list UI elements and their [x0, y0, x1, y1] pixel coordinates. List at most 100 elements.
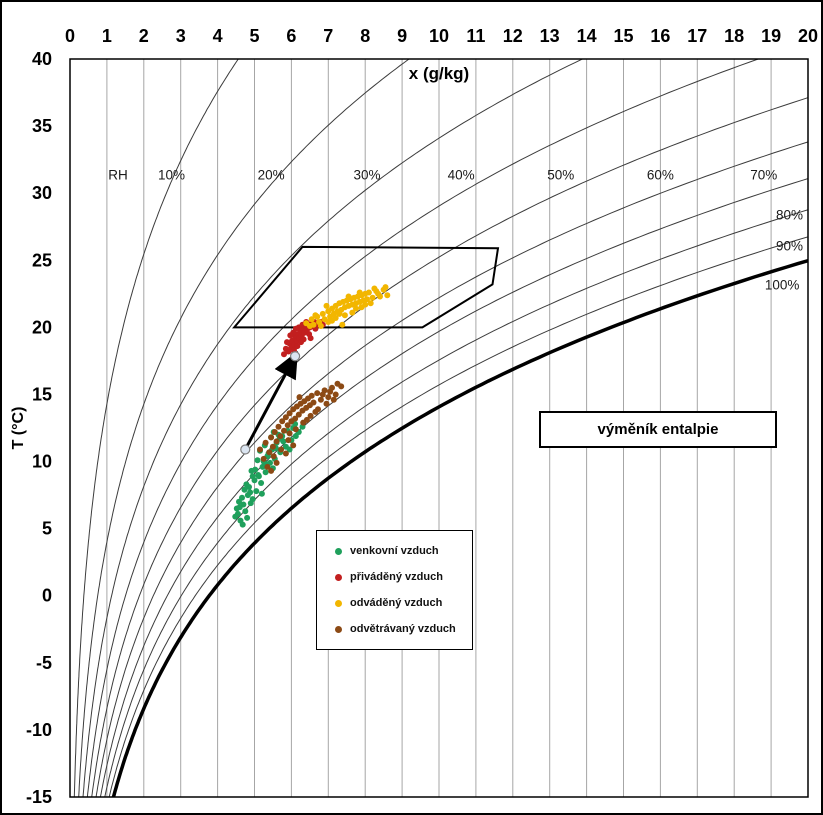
data-point [249, 496, 256, 503]
data-point [330, 396, 337, 403]
data-point [310, 399, 317, 406]
data-point [286, 410, 293, 417]
data-point [292, 426, 299, 433]
data-point [292, 433, 299, 440]
saturation-curve [111, 258, 808, 797]
y-tick-labels: 40 35 30 25 20 15 10 5 0 -5 -10 -15 [26, 49, 52, 807]
rh-curve-30 [82, 59, 583, 797]
data-point [308, 316, 315, 323]
data-point [262, 469, 269, 476]
data-point [258, 480, 265, 486]
data-point [232, 513, 239, 520]
data-point [317, 396, 324, 403]
legend-item-odvadeny: odváděný vzduch [335, 597, 464, 609]
rh-curve-20 [78, 59, 410, 797]
data-point [329, 317, 335, 324]
rh-label: 70% [750, 167, 777, 182]
data-point [334, 380, 341, 387]
data-point [375, 290, 382, 297]
x-tick-label: 2 [139, 26, 149, 46]
data-point [314, 390, 321, 397]
rh-curve-labels: RH 10% 20% 30% 40% 50% 60% 70% 80% 90% 100% [108, 167, 803, 292]
data-point [284, 422, 291, 429]
data-point [294, 343, 301, 350]
data-point [255, 473, 262, 480]
y-tick-label: 25 [32, 250, 52, 270]
data-point [284, 339, 290, 346]
data-point [341, 312, 348, 319]
data-point [273, 438, 280, 445]
x-tick-label: 16 [650, 26, 670, 46]
legend-item-venkovni: venkovní vzduch [335, 545, 464, 557]
data-point [353, 305, 359, 312]
data-point [336, 310, 343, 317]
x-tick-label: 3 [176, 26, 186, 46]
data-point [257, 446, 263, 453]
x-tick-label: 14 [577, 26, 597, 46]
data-point [295, 411, 302, 418]
y-tick-label: 20 [32, 317, 52, 337]
data-point [365, 289, 372, 296]
data-point [325, 394, 332, 401]
rh-label: 80% [776, 208, 803, 223]
rh-label: 100% [765, 277, 800, 292]
y-tick-label: 30 [32, 183, 52, 203]
data-point [312, 408, 319, 415]
data-point [332, 391, 339, 398]
y-tick-label: 15 [32, 384, 52, 404]
arrow-line [243, 350, 298, 451]
legend-label-venkovni: venkovní vzduch [350, 545, 439, 557]
y-axis-title: T (°C) [10, 406, 27, 450]
legend-item-privadeny: přiváděný vzduch [335, 571, 464, 583]
legend-item-odvetravany: odvětrávaný vzduch [335, 623, 464, 635]
legend: venkovní vzduch přiváděný vzduch odváděn… [316, 530, 473, 650]
x-tick-label: 4 [213, 26, 223, 46]
x-tick-label: 9 [397, 26, 407, 46]
y-tick-label: -5 [36, 653, 52, 673]
data-point [278, 446, 285, 453]
legend-swatch-venkovni [335, 547, 342, 555]
x-tick-label: 11 [466, 26, 485, 46]
x-tick-label: 0 [65, 26, 75, 46]
x-tick-label: 15 [613, 26, 633, 46]
data-point [307, 412, 314, 419]
x-tick-label: 5 [249, 26, 259, 46]
x-tick-label: 1 [102, 26, 112, 46]
data-point [292, 415, 299, 422]
data-point [249, 473, 256, 480]
rh-curve-50 [91, 97, 808, 797]
data-point [258, 490, 265, 497]
data-point [369, 294, 376, 301]
y-tick-label: 35 [32, 116, 52, 136]
x-tick-label: 12 [503, 26, 523, 46]
data-point [307, 335, 314, 342]
data-point [323, 302, 330, 309]
legend-swatch-odvetravany [335, 625, 342, 633]
data-point [286, 446, 293, 453]
data-point [236, 504, 243, 511]
heat-exchanger-label-box: výměník entalpie [539, 411, 777, 448]
data-point [243, 481, 250, 488]
legend-label-odvetravany: odvětrávaný vzduch [350, 623, 456, 635]
data-point [269, 443, 276, 450]
data-point [282, 450, 289, 457]
legend-swatch-privadeny [335, 573, 342, 581]
x-tick-label: 20 [798, 26, 818, 46]
legend-label-odvadeny: odváděný vzduch [350, 597, 443, 609]
rh-label: 50% [547, 167, 574, 182]
data-point [271, 429, 278, 435]
data-point [264, 463, 271, 470]
rh-label: RH [108, 167, 128, 182]
data-point [371, 285, 378, 292]
data-point [275, 423, 282, 430]
data-point [266, 449, 273, 456]
data-point [260, 455, 267, 462]
rh-label: 90% [776, 239, 803, 254]
data-point [252, 466, 259, 473]
data-point [281, 427, 287, 434]
rh-curve-80 [104, 209, 808, 797]
data-point [303, 416, 310, 423]
process-arrow [240, 350, 301, 455]
x-tick-label: 8 [360, 26, 370, 46]
